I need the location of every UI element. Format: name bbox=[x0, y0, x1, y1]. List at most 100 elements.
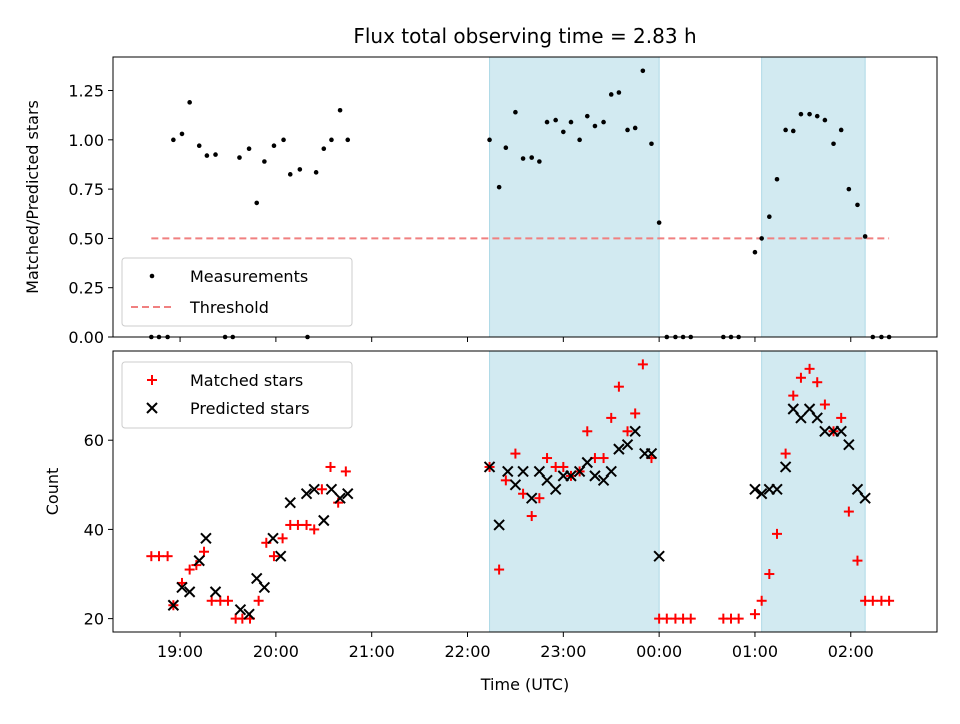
predicted-star-point bbox=[200, 532, 212, 545]
count-y-axis-label: Count bbox=[43, 468, 62, 516]
matched-star-point bbox=[764, 569, 775, 580]
matched-star-point bbox=[852, 555, 863, 566]
measurement-point bbox=[313, 170, 319, 175]
measurement-point bbox=[246, 146, 252, 151]
predicted-star-point bbox=[183, 586, 196, 598]
count-legend-box bbox=[121, 361, 353, 429]
y-tick-label: 1.25 bbox=[68, 82, 104, 101]
measurement-point bbox=[649, 141, 654, 147]
y-tick-label: 60 bbox=[84, 431, 104, 450]
measurement-point bbox=[783, 127, 788, 133]
predicted-star-point bbox=[581, 456, 593, 469]
predicted-star-point bbox=[274, 550, 287, 562]
matched-star-point bbox=[756, 595, 767, 606]
predicted-star-point bbox=[541, 474, 553, 487]
matched-star-point bbox=[340, 466, 351, 477]
matched-star-point bbox=[819, 399, 830, 410]
matched-star-point bbox=[184, 564, 195, 575]
predicted-star-point bbox=[621, 438, 634, 451]
predicted-star-point bbox=[342, 488, 354, 500]
predicted-star-point bbox=[771, 483, 783, 495]
measurement-point bbox=[337, 107, 343, 113]
predicted-star-point bbox=[300, 488, 313, 500]
predicted-star-point bbox=[605, 465, 617, 478]
measurement-point bbox=[544, 119, 550, 125]
matched-star-point bbox=[526, 511, 537, 522]
measurement-point bbox=[196, 143, 202, 149]
predicted-star-point bbox=[843, 438, 855, 451]
measurement-point bbox=[656, 220, 662, 225]
ratio-panel-frame bbox=[112, 56, 938, 338]
predicted-star-point bbox=[517, 465, 529, 478]
matched-star-point bbox=[733, 613, 744, 624]
measurement-point bbox=[171, 137, 176, 143]
y-tick-label: 40 bbox=[84, 520, 104, 539]
matched-star-point bbox=[162, 551, 173, 562]
measurement-point bbox=[568, 119, 574, 125]
predicted-star-point bbox=[629, 425, 641, 437]
matched-star-point bbox=[325, 461, 336, 472]
ratio-panel: 0.00 0.25 0.50 0.75 1.00 1.25 Matched/Predict… bbox=[23, 56, 938, 347]
predicted-star-point bbox=[525, 492, 538, 504]
predicted-star-point bbox=[645, 447, 658, 460]
ratio-y-axis: 0.00 0.25 0.50 0.75 1.00 1.25 bbox=[68, 82, 113, 347]
predicted-star-point bbox=[234, 603, 247, 616]
legend-plus-glyph bbox=[147, 375, 157, 385]
measurement-point bbox=[592, 123, 598, 129]
matched-stars-series bbox=[146, 359, 895, 624]
measurement-point bbox=[537, 159, 542, 164]
measurement-point bbox=[553, 117, 558, 123]
matched-star-point bbox=[804, 363, 815, 374]
predicted-star-point bbox=[819, 425, 831, 437]
measurement-point bbox=[774, 176, 780, 182]
matched-star-point bbox=[788, 390, 799, 401]
predicted-star-point bbox=[755, 488, 768, 500]
measurement-point bbox=[496, 184, 502, 190]
predicted-star-point bbox=[334, 492, 346, 504]
matched-star-point bbox=[510, 448, 521, 459]
matched-star-point bbox=[301, 519, 312, 530]
legend-measurements-label: Measurements bbox=[190, 267, 308, 286]
matched-star-point bbox=[884, 595, 895, 606]
matched-star-point bbox=[153, 551, 164, 562]
measurement-point bbox=[790, 128, 796, 134]
matched-star-point bbox=[771, 528, 782, 539]
predicted-star-point bbox=[779, 461, 792, 473]
predicted-star-point bbox=[243, 608, 255, 620]
measurement-point bbox=[187, 100, 192, 105]
measurement-point bbox=[513, 109, 518, 115]
x-tick-label: 00:00 bbox=[636, 642, 682, 661]
matched-star-point bbox=[534, 493, 545, 504]
measurement-point bbox=[632, 125, 638, 131]
predicted-star-point bbox=[749, 483, 761, 495]
matched-star-point bbox=[277, 533, 288, 544]
predicted-star-point bbox=[176, 581, 188, 594]
shaded-region-2 bbox=[761, 350, 866, 633]
count-y-axis: 20 40 60 bbox=[84, 431, 113, 629]
predicted-star-point bbox=[267, 532, 279, 545]
predicted-star-point bbox=[795, 412, 807, 424]
y-tick-label: 20 bbox=[84, 610, 104, 629]
measurement-point bbox=[213, 152, 218, 157]
measurement-point bbox=[640, 68, 646, 74]
matched-star-point bbox=[685, 613, 696, 624]
predicted-star-point bbox=[483, 461, 496, 473]
chart-title: Flux total observing time = 2.83 h bbox=[353, 24, 696, 48]
measurement-point bbox=[345, 137, 351, 143]
matched-star-point bbox=[316, 484, 327, 495]
matched-star-point bbox=[598, 453, 609, 464]
count-panel-frame bbox=[112, 350, 938, 633]
predicted-star-point bbox=[811, 412, 823, 424]
predicted-star-point bbox=[318, 514, 330, 527]
legend-measurements-marker bbox=[149, 273, 155, 279]
matched-star-point bbox=[206, 595, 217, 606]
x-tick-label: 21:00 bbox=[349, 642, 395, 661]
legend-matched-marker bbox=[147, 375, 157, 385]
measurement-point bbox=[798, 111, 804, 117]
predicted-star-point bbox=[653, 550, 665, 562]
measurement-point bbox=[807, 111, 812, 117]
matched-star-point bbox=[749, 609, 760, 620]
x-tick-label: 01:00 bbox=[732, 642, 778, 661]
legend-x-glyph bbox=[146, 402, 158, 414]
